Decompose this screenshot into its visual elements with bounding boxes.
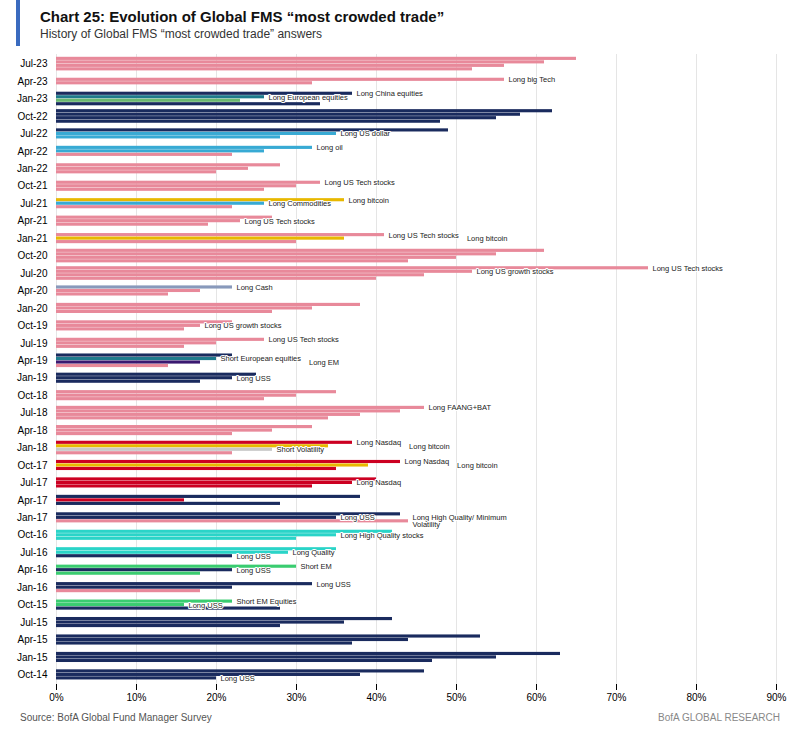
svg-text:Long US growth stocks: Long US growth stocks — [205, 321, 282, 330]
svg-text:Long bitcoin: Long bitcoin — [467, 234, 507, 243]
svg-text:Jul-15: Jul-15 — [20, 617, 48, 628]
svg-text:60%: 60% — [526, 692, 546, 703]
html-text:History of Global FMS “most cr: History of Global FMS “most crowded trad… — [40, 27, 323, 41]
svg-text:Apr-19: Apr-19 — [17, 355, 47, 366]
svg-text:Long bitcoin: Long bitcoin — [349, 196, 389, 205]
svg-text:Long US dollar: Long US dollar — [341, 129, 391, 138]
svg-text:Jan-16: Jan-16 — [17, 582, 48, 593]
svg-text:Apr-17: Apr-17 — [17, 495, 47, 506]
svg-text:Oct-17: Oct-17 — [17, 460, 47, 471]
svg-text:Jul-19: Jul-19 — [20, 338, 48, 349]
svg-text:20%: 20% — [206, 692, 226, 703]
svg-text:Apr-20: Apr-20 — [17, 285, 47, 296]
svg-text:Long US Tech stocks: Long US Tech stocks — [653, 264, 724, 273]
svg-text:Long big Tech: Long big Tech — [509, 75, 556, 84]
svg-text:Short European equities: Short European equities — [221, 354, 302, 363]
svg-text:Long Cash: Long Cash — [237, 283, 273, 292]
svg-text:Long USS: Long USS — [221, 674, 255, 683]
svg-text:Oct-20: Oct-20 — [17, 250, 47, 261]
svg-text:Jul-23: Jul-23 — [20, 58, 48, 69]
svg-text:Oct-19: Oct-19 — [17, 320, 47, 331]
svg-text:10%: 10% — [126, 692, 146, 703]
svg-text:Jan-23: Jan-23 — [17, 93, 48, 104]
svg-text:Jan-17: Jan-17 — [17, 512, 48, 523]
svg-text:Long Nasdaq: Long Nasdaq — [357, 438, 402, 447]
svg-text:Long Commodities: Long Commodities — [269, 199, 332, 208]
svg-text:50%: 50% — [446, 692, 466, 703]
svg-text:40%: 40% — [366, 692, 386, 703]
svg-text:Oct-14: Oct-14 — [17, 669, 47, 680]
svg-text:Long bitcoin: Long bitcoin — [457, 461, 497, 470]
svg-text:Long China equities: Long China equities — [357, 89, 424, 98]
svg-text:Long USS: Long USS — [237, 374, 271, 383]
svg-text:Short EM Equities: Short EM Equities — [237, 597, 297, 606]
html-text:Chart 25: Evolution of Global: Chart 25: Evolution of Global FMS “most … — [40, 8, 445, 25]
svg-text:Long US Tech stocks: Long US Tech stocks — [269, 335, 340, 344]
html-text:Source: BofA Global Fund Manag: Source: BofA Global Fund Manager Survey — [20, 712, 212, 723]
svg-text:Jul-20: Jul-20 — [20, 268, 48, 279]
svg-text:90%: 90% — [766, 692, 786, 703]
svg-text:Apr-21: Apr-21 — [17, 215, 47, 226]
svg-text:Jul-22: Jul-22 — [20, 128, 48, 139]
svg-text:30%: 30% — [286, 692, 306, 703]
svg-text:Long High Quality stocks: Long High Quality stocks — [341, 531, 424, 540]
svg-text:Jul-17: Jul-17 — [20, 477, 48, 488]
svg-text:Apr-23: Apr-23 — [17, 76, 47, 87]
svg-text:Long USS: Long USS — [237, 566, 271, 575]
html-text:BofA GLOBAL RESEARCH: BofA GLOBAL RESEARCH — [658, 712, 780, 723]
svg-text:Long Nasdaq: Long Nasdaq — [357, 478, 402, 487]
svg-text:Long US growth stocks: Long US growth stocks — [477, 267, 554, 276]
svg-text:Long USS: Long USS — [237, 552, 271, 561]
svg-text:Jul-16: Jul-16 — [20, 547, 48, 558]
svg-text:Short EM: Short EM — [301, 562, 332, 571]
svg-text:80%: 80% — [686, 692, 706, 703]
svg-text:Long USS: Long USS — [189, 600, 223, 609]
svg-text:0%: 0% — [49, 692, 64, 703]
svg-text:Long USS: Long USS — [341, 513, 375, 522]
svg-text:Apr-16: Apr-16 — [17, 564, 47, 575]
svg-text:Jan-15: Jan-15 — [17, 652, 48, 663]
svg-text:Long Nasdaq: Long Nasdaq — [405, 457, 450, 466]
svg-text:Apr-15: Apr-15 — [17, 634, 47, 645]
svg-text:Short Volatility: Short Volatility — [277, 445, 325, 454]
svg-text:Apr-18: Apr-18 — [17, 425, 47, 436]
svg-text:Long US Tech stocks: Long US Tech stocks — [245, 217, 316, 226]
svg-text:Jan-18: Jan-18 — [17, 442, 48, 453]
svg-text:70%: 70% — [606, 692, 626, 703]
svg-text:Long European equities: Long European equities — [269, 93, 348, 102]
svg-text:Oct-21: Oct-21 — [17, 180, 47, 191]
svg-text:Long oil: Long oil — [317, 143, 344, 152]
svg-text:Jul-21: Jul-21 — [20, 198, 48, 209]
svg-text:Apr-22: Apr-22 — [17, 146, 47, 157]
svg-text:Oct-15: Oct-15 — [17, 599, 47, 610]
svg-text:Long High Quality/ MinimumVola: Long High Quality/ MinimumVolatility — [413, 513, 507, 530]
svg-text:Long Quality: Long Quality — [293, 548, 335, 557]
svg-text:Jan-22: Jan-22 — [17, 163, 48, 174]
svg-text:Long FAANG+BAT: Long FAANG+BAT — [429, 403, 492, 412]
svg-text:Long US Tech stocks: Long US Tech stocks — [325, 178, 396, 187]
svg-text:Jan-19: Jan-19 — [17, 372, 48, 383]
svg-text:Long EM: Long EM — [309, 358, 339, 367]
svg-text:Jul-18: Jul-18 — [20, 407, 48, 418]
svg-text:Long USS: Long USS — [317, 580, 351, 589]
svg-text:Long bitcoin: Long bitcoin — [409, 442, 449, 451]
svg-text:Oct-22: Oct-22 — [17, 111, 47, 122]
svg-text:Oct-16: Oct-16 — [17, 529, 47, 540]
svg-text:Jan-20: Jan-20 — [17, 303, 48, 314]
svg-text:Jan-21: Jan-21 — [17, 233, 48, 244]
svg-text:Oct-18: Oct-18 — [17, 390, 47, 401]
svg-text:Long US Tech stocks: Long US Tech stocks — [389, 231, 460, 240]
